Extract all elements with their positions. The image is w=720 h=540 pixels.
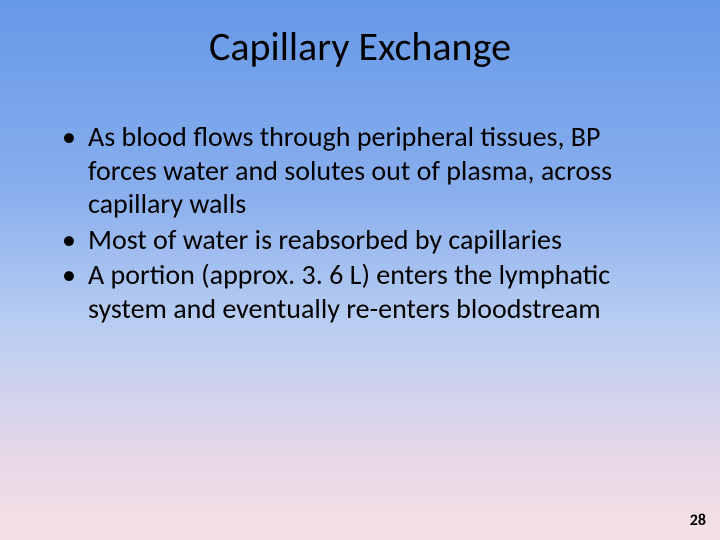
slide-content: As blood flows through peripheral tissue… bbox=[56, 120, 664, 328]
slide: Capillary Exchange As blood flows throug… bbox=[0, 0, 720, 540]
bullet-item: A portion (approx. 3. 6 L) enters the ly… bbox=[56, 258, 664, 325]
page-number: 28 bbox=[690, 511, 706, 530]
slide-title: Capillary Exchange bbox=[0, 22, 720, 71]
bullet-item: Most of water is reabsorbed by capillari… bbox=[56, 223, 664, 257]
bullet-list: As blood flows through peripheral tissue… bbox=[56, 120, 664, 326]
bullet-item: As blood flows through peripheral tissue… bbox=[56, 120, 664, 221]
